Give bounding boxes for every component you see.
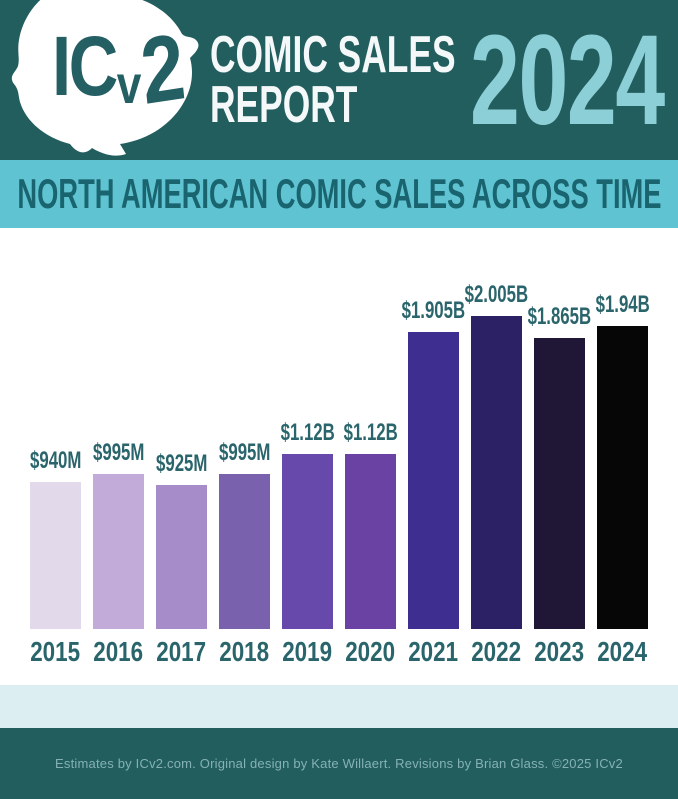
bar-year-label: 2024 [597,636,648,668]
bar [93,474,144,630]
logo-text-2: 2 [136,13,190,124]
bar-column: $925M 2017 [156,450,207,669]
bar-column: $995M 2016 [93,439,144,669]
report-year: 2024 [470,9,665,152]
bar-value-label: $995M [218,439,271,467]
bar-value-label: $2.005B [464,281,529,309]
bar [597,326,648,630]
bar-year-label: 2015 [30,636,81,668]
bar [282,454,333,630]
bar [219,474,270,630]
bar [30,482,81,630]
bar-column: $2.005B 2022 [465,281,529,669]
bar-year-label: 2020 [345,636,396,668]
bar-column: $1.865B 2023 [528,303,592,669]
bar [408,332,459,630]
report-title-line2: REPORT [210,76,358,134]
credits-text: Estimates by ICv2.com. Original design b… [55,756,623,771]
bar-value-label: $1.865B [527,303,592,331]
bar-value-label: $1.94B [595,291,650,319]
bar-value-label: $995M [92,439,145,467]
bar-value-label: $1.905B [401,297,466,325]
bar-column: $1.12B 2020 [343,419,398,669]
bars-container: $940M 2015 $995M 2016 $925M 2017 $995M 2018 $1.1… [0,228,678,685]
report-title-line1: COMIC SALES [210,25,456,84]
bar-year-label: 2017 [156,636,207,668]
header: IC v 2 COMIC SALES REPORT 2024 [0,0,678,160]
report-title: COMIC SALES REPORT [210,25,456,134]
bar-column: $995M 2018 [219,439,270,669]
bar-value-label: $925M [155,450,208,478]
icv2-logo: IC v 2 [10,0,200,160]
bar-chart: $940M 2015 $995M 2016 $925M 2017 $995M 2018 $1.1… [0,228,678,685]
speech-bubble-icon [11,0,199,156]
footer: Estimates by ICv2.com. Original design b… [0,728,678,799]
bar-column: $1.905B 2021 [402,297,466,669]
bar-value-label: $1.12B [343,419,398,447]
logo-text-v: v [116,55,142,115]
bar [534,338,585,630]
bar-value-label: $1.12B [280,419,335,447]
bar [156,485,207,630]
logo-text-ic: IC [52,19,118,113]
bar-year-label: 2019 [282,636,333,668]
bar-year-label: 2022 [471,636,522,668]
bar-column: $940M 2015 [30,447,81,669]
bar-column: $1.12B 2019 [280,419,335,669]
bar-year-label: 2018 [219,636,270,668]
bar-column: $1.94B 2024 [595,291,650,669]
bar-value-label: $940M [29,447,82,475]
chart-title: NORTH AMERICAN COMIC SALES ACROSS TIME [16,170,662,217]
bar-year-label: 2023 [534,636,585,668]
bar [345,454,396,630]
chart-title-banner: NORTH AMERICAN COMIC SALES ACROSS TIME [0,160,678,228]
light-band [0,685,678,728]
bar-year-label: 2016 [93,636,144,668]
bar-year-label: 2021 [408,636,459,668]
bar [471,316,522,630]
